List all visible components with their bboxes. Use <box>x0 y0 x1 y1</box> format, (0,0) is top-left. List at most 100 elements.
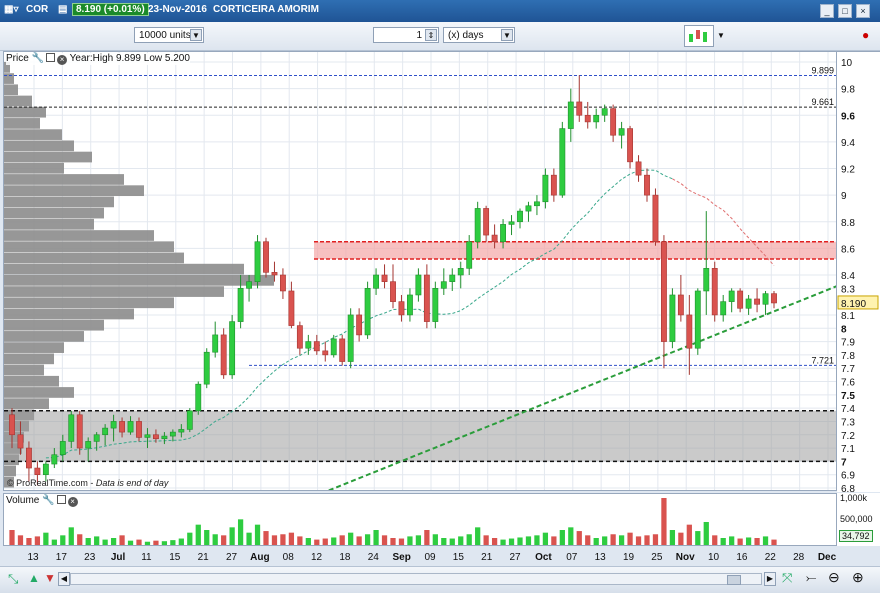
volume-profile-bar <box>4 331 84 342</box>
volume-profile-bar <box>4 263 244 275</box>
volume-profile-bar <box>4 62 10 73</box>
candle-body <box>737 290 744 309</box>
close-icon[interactable]: × <box>67 497 78 507</box>
volume-bar <box>542 532 549 545</box>
window-icon[interactable] <box>56 495 66 504</box>
volume-bar <box>348 532 354 545</box>
y-tick-label: 7.4 <box>841 404 855 415</box>
y-tick-label: 7.5 <box>841 391 855 402</box>
close-icon[interactable]: × <box>57 55 68 65</box>
period-unit-select[interactable]: (x) days ▼ <box>443 27 515 43</box>
auto-scroll-icon[interactable]: ⤧ <box>782 570 793 585</box>
volume-profile-bar <box>4 241 174 253</box>
chart-type-button[interactable] <box>684 25 714 47</box>
period-count-stepper[interactable]: 1 ⇕ <box>373 27 439 43</box>
indicator-alt-icon[interactable]: ▼ <box>44 571 56 585</box>
volume-bar <box>669 530 676 545</box>
candle-body <box>601 108 608 116</box>
date-x-axis-labels: 13 17 23 Jul 11 15 21 27 Aug 08 12 18 24 Sep 09 15 21 27 O… <box>27 552 836 563</box>
level-label: 9.899 <box>811 65 834 75</box>
x-tick-label: 21 <box>198 552 210 563</box>
volume-profile-bar <box>4 252 184 264</box>
volume-bar <box>17 535 24 545</box>
volume-bar <box>85 538 91 545</box>
volume-bar <box>288 532 295 545</box>
volume-profile-bar <box>4 286 224 297</box>
volume-bar <box>373 530 379 545</box>
maximize-button[interactable]: □ <box>838 4 852 18</box>
y-tick-label: 7.8 <box>841 351 855 362</box>
level-label: 9.661 <box>811 97 834 107</box>
x-tick-label: 07 <box>566 552 578 563</box>
stepper-arrows-icon[interactable]: ⇕ <box>425 29 437 41</box>
chevron-down-icon[interactable]: ▼ <box>190 29 202 41</box>
price-y-axis[interactable]: 10 9.8 9.6 9.4 9.2 9 8.8 8.6 8.4 8.3 8.1 8 7.9 7.8 7.7… <box>837 51 880 495</box>
cursor-icon[interactable]: ⤚ <box>806 570 817 585</box>
window-icon[interactable]: ▦▿ <box>4 4 19 15</box>
x-tick-label: 22 <box>765 552 777 563</box>
volume-bar <box>254 524 261 545</box>
pin-icon[interactable]: ● <box>862 28 870 42</box>
scrollbar-thumb[interactable] <box>727 575 741 585</box>
price-panel[interactable]: 9.899 9.661 7.721 Price 🔧 × Year:High 9.899… <box>3 51 837 491</box>
candle-body <box>635 161 642 176</box>
volume-chart[interactable] <box>4 494 837 546</box>
volume-bar <box>305 538 311 545</box>
candle-body <box>474 208 481 243</box>
close-button[interactable]: × <box>856 4 870 18</box>
volume-bar <box>475 527 481 545</box>
data-note: Data is end of day <box>95 478 169 488</box>
zoom-in-icon[interactable]: ⊕ <box>852 569 864 585</box>
chart-type-dropdown-icon[interactable]: ▼ <box>717 31 725 40</box>
y-tick-label: 8.1 <box>841 311 855 322</box>
candle-body <box>423 274 430 322</box>
candle-body <box>178 429 185 433</box>
volume-profile-bar <box>4 364 44 376</box>
copyright-note: © ProRealTime.com - Data is end of day <box>7 478 169 488</box>
resistance-zone <box>314 241 836 260</box>
moving-average-line-recent <box>672 178 775 266</box>
units-select[interactable]: 10000 units ▼ <box>134 27 204 43</box>
volume-panel[interactable]: Volume 🔧 × <box>3 493 837 546</box>
x-tick-label: 15 <box>169 552 181 563</box>
candle-body <box>593 114 600 123</box>
candle-body <box>508 221 515 225</box>
volume-bar <box>754 538 760 545</box>
volume-bar <box>424 530 430 545</box>
candle-body <box>483 208 490 236</box>
x-tick-label: 13 <box>27 552 39 563</box>
minimize-button[interactable]: _ <box>820 4 834 18</box>
volume-profile-bar <box>4 375 59 387</box>
y-tick-label: 7.6 <box>841 378 855 389</box>
candle-body <box>110 421 117 429</box>
wrench-icon[interactable]: 🔧 <box>31 53 45 64</box>
wrench-icon[interactable]: 🔧 <box>42 495 55 506</box>
volume-bar <box>356 536 362 545</box>
y-tick-label: 8 <box>841 324 847 335</box>
price-chart[interactable]: 9.899 9.661 7.721 <box>4 52 837 491</box>
expand-icon[interactable]: ⤡ <box>8 571 19 586</box>
volume-profile-bar <box>4 84 18 96</box>
volume-bar <box>51 539 57 545</box>
scroll-right-button[interactable]: ▶ <box>764 572 776 586</box>
candle-body <box>76 414 83 449</box>
date-x-axis[interactable]: 13 17 23 Jul 11 15 21 27 Aug 08 12 18 24 Sep 09 15 21 27 O… <box>3 546 837 566</box>
volume-bar <box>593 538 599 545</box>
scroll-left-button[interactable]: ◀ <box>58 572 70 586</box>
candle-body <box>398 301 405 316</box>
candle-body <box>127 421 134 433</box>
candle-body <box>68 414 75 442</box>
candle-body <box>517 210 523 223</box>
window-icon[interactable] <box>46 53 56 62</box>
volume-bar <box>322 538 328 545</box>
volume-bar <box>737 538 743 545</box>
volume-bar <box>576 531 582 545</box>
volume-profile-bar <box>4 476 14 488</box>
chevron-down-icon[interactable]: ▼ <box>501 29 513 41</box>
volume-profile-bar <box>4 140 74 152</box>
zoom-out-icon[interactable]: ⊖ <box>828 569 840 585</box>
horizontal-scrollbar[interactable] <box>70 573 762 585</box>
candle-body <box>42 463 49 475</box>
indicator-icon[interactable]: ▲ <box>28 571 40 585</box>
info-icon[interactable]: ▤ <box>58 4 68 15</box>
